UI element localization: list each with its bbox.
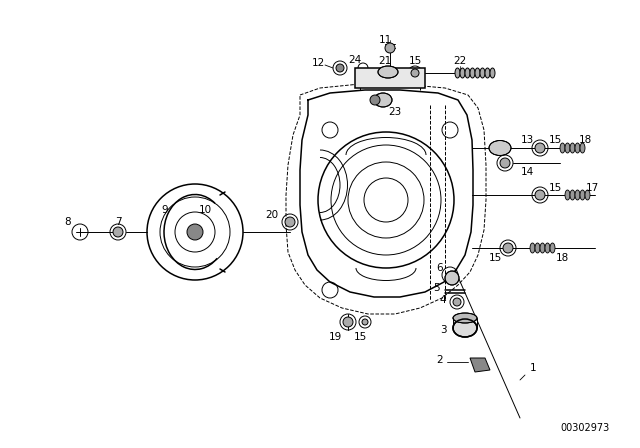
Circle shape [453, 298, 461, 306]
Ellipse shape [453, 319, 477, 337]
Circle shape [385, 43, 395, 53]
Text: 4: 4 [440, 295, 446, 305]
Ellipse shape [570, 143, 575, 153]
Text: 15: 15 [408, 56, 422, 66]
Text: 12: 12 [312, 58, 324, 68]
Text: 9: 9 [162, 205, 168, 215]
Circle shape [411, 69, 419, 77]
Text: 11: 11 [378, 35, 392, 45]
Text: 5: 5 [434, 283, 440, 293]
Ellipse shape [460, 68, 465, 78]
Circle shape [113, 227, 123, 237]
Circle shape [535, 190, 545, 200]
Text: 22: 22 [453, 56, 467, 66]
Text: 1: 1 [530, 363, 536, 373]
Ellipse shape [470, 68, 475, 78]
Text: 15: 15 [548, 183, 562, 193]
Text: 7: 7 [115, 217, 122, 227]
Ellipse shape [575, 143, 580, 153]
Text: 18: 18 [556, 253, 568, 263]
Text: 21: 21 [378, 56, 392, 66]
Text: 00302973: 00302973 [561, 423, 610, 433]
Ellipse shape [565, 143, 570, 153]
Ellipse shape [585, 190, 590, 200]
Text: 3: 3 [440, 325, 446, 335]
Ellipse shape [530, 243, 535, 253]
Ellipse shape [540, 243, 545, 253]
Text: 13: 13 [520, 135, 534, 145]
Ellipse shape [490, 68, 495, 78]
Ellipse shape [475, 68, 480, 78]
Text: 23: 23 [388, 107, 402, 117]
Bar [355, 68, 425, 88]
Text: 20: 20 [266, 210, 278, 220]
Ellipse shape [550, 243, 555, 253]
Text: 15: 15 [488, 253, 502, 263]
Ellipse shape [374, 93, 392, 107]
Text: 18: 18 [579, 135, 591, 145]
Ellipse shape [565, 190, 570, 200]
Text: 14: 14 [520, 167, 534, 177]
Text: 15: 15 [548, 135, 562, 145]
Text: 6: 6 [436, 263, 444, 273]
Ellipse shape [465, 68, 470, 78]
Ellipse shape [489, 141, 511, 155]
Circle shape [500, 158, 510, 168]
Circle shape [285, 217, 295, 227]
Ellipse shape [580, 143, 585, 153]
Text: 15: 15 [353, 332, 367, 342]
Circle shape [336, 64, 344, 72]
Ellipse shape [545, 243, 550, 253]
Ellipse shape [575, 190, 580, 200]
Ellipse shape [453, 313, 477, 323]
Ellipse shape [560, 143, 565, 153]
Text: 19: 19 [328, 332, 342, 342]
Circle shape [445, 271, 459, 285]
Polygon shape [470, 358, 490, 372]
Circle shape [535, 143, 545, 153]
Circle shape [343, 317, 353, 327]
Ellipse shape [378, 66, 398, 78]
Text: 24: 24 [348, 55, 362, 65]
Ellipse shape [455, 68, 460, 78]
Circle shape [187, 224, 203, 240]
Ellipse shape [485, 68, 490, 78]
Text: 8: 8 [65, 217, 71, 227]
Ellipse shape [580, 190, 585, 200]
Circle shape [362, 319, 368, 325]
Text: 10: 10 [198, 205, 212, 215]
Text: 17: 17 [586, 183, 598, 193]
Ellipse shape [570, 190, 575, 200]
Ellipse shape [480, 68, 485, 78]
Circle shape [370, 95, 380, 105]
Ellipse shape [535, 243, 540, 253]
Circle shape [503, 243, 513, 253]
Text: 2: 2 [436, 355, 444, 365]
